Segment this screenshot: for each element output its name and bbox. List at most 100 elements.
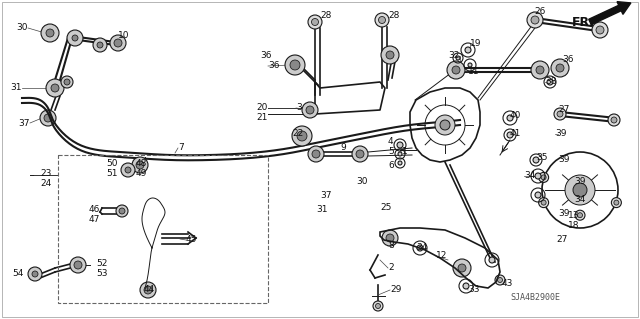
Text: 39: 39 xyxy=(558,210,570,219)
Circle shape xyxy=(97,42,103,48)
Text: 31: 31 xyxy=(10,84,22,93)
Circle shape xyxy=(312,19,319,26)
Text: 37: 37 xyxy=(19,118,30,128)
Circle shape xyxy=(140,282,156,298)
Text: 28: 28 xyxy=(320,11,332,19)
Text: 37: 37 xyxy=(320,191,332,201)
Circle shape xyxy=(308,15,322,29)
Circle shape xyxy=(302,102,318,118)
Circle shape xyxy=(61,76,73,88)
Text: 43: 43 xyxy=(502,279,513,288)
Circle shape xyxy=(375,13,389,27)
Circle shape xyxy=(125,167,131,173)
Circle shape xyxy=(64,79,70,85)
Text: 49: 49 xyxy=(136,168,147,177)
Circle shape xyxy=(533,157,539,163)
Circle shape xyxy=(539,172,548,182)
Circle shape xyxy=(577,213,582,218)
Text: 45: 45 xyxy=(186,235,197,244)
Text: 33: 33 xyxy=(468,286,479,294)
Circle shape xyxy=(116,205,128,217)
Circle shape xyxy=(554,108,566,120)
Text: 19: 19 xyxy=(470,39,481,48)
Circle shape xyxy=(465,47,471,53)
Text: 54: 54 xyxy=(13,270,24,278)
Circle shape xyxy=(378,17,385,24)
Circle shape xyxy=(495,275,505,285)
Circle shape xyxy=(312,150,320,158)
Circle shape xyxy=(119,208,125,214)
Text: 28: 28 xyxy=(388,11,399,19)
Text: 29: 29 xyxy=(390,286,401,294)
Circle shape xyxy=(541,200,546,205)
Text: 3: 3 xyxy=(296,103,301,113)
Circle shape xyxy=(614,200,619,205)
Circle shape xyxy=(306,106,314,114)
Circle shape xyxy=(32,271,38,277)
Circle shape xyxy=(398,161,402,165)
Circle shape xyxy=(132,157,148,173)
Text: 36: 36 xyxy=(562,56,573,64)
Circle shape xyxy=(121,163,135,177)
Circle shape xyxy=(547,79,553,85)
Text: 27: 27 xyxy=(558,106,570,115)
Circle shape xyxy=(611,117,617,123)
Circle shape xyxy=(40,110,56,126)
Circle shape xyxy=(507,132,513,138)
Circle shape xyxy=(386,51,394,59)
Circle shape xyxy=(458,264,466,272)
Text: 31: 31 xyxy=(316,205,328,214)
Circle shape xyxy=(41,24,59,42)
Circle shape xyxy=(551,59,569,77)
Circle shape xyxy=(93,38,107,52)
Text: FR.: FR. xyxy=(572,16,595,28)
Text: SJA4B2900E: SJA4B2900E xyxy=(510,293,560,301)
Circle shape xyxy=(398,152,402,156)
Circle shape xyxy=(382,230,398,246)
Circle shape xyxy=(440,120,450,130)
Circle shape xyxy=(447,61,465,79)
Circle shape xyxy=(592,22,608,38)
Text: 39: 39 xyxy=(558,155,570,165)
Circle shape xyxy=(397,142,403,148)
Text: 23: 23 xyxy=(40,169,52,179)
Circle shape xyxy=(535,173,541,179)
Text: 34: 34 xyxy=(574,196,586,204)
Circle shape xyxy=(489,257,495,263)
Text: 39: 39 xyxy=(555,130,566,138)
Text: 10: 10 xyxy=(118,31,129,40)
Circle shape xyxy=(456,56,460,60)
Circle shape xyxy=(527,12,543,28)
Text: 36: 36 xyxy=(268,62,280,70)
Circle shape xyxy=(556,64,564,72)
Circle shape xyxy=(144,286,152,294)
Circle shape xyxy=(435,115,455,135)
FancyArrow shape xyxy=(589,2,631,25)
Text: 38: 38 xyxy=(545,78,557,86)
Text: 13: 13 xyxy=(568,211,579,220)
Circle shape xyxy=(507,115,513,121)
Circle shape xyxy=(453,259,471,277)
Circle shape xyxy=(417,245,423,251)
Circle shape xyxy=(290,60,300,70)
Circle shape xyxy=(452,66,460,74)
Circle shape xyxy=(468,63,472,67)
Circle shape xyxy=(110,35,126,51)
Text: 48: 48 xyxy=(136,159,147,167)
Circle shape xyxy=(44,114,52,122)
Circle shape xyxy=(308,146,324,162)
Text: 51: 51 xyxy=(106,168,118,177)
Circle shape xyxy=(376,303,381,308)
Text: 41: 41 xyxy=(510,130,522,138)
Circle shape xyxy=(136,161,144,169)
Circle shape xyxy=(51,84,59,92)
Text: 8: 8 xyxy=(388,241,394,250)
Circle shape xyxy=(531,16,539,24)
Text: 7: 7 xyxy=(178,144,184,152)
Text: 30: 30 xyxy=(17,24,28,33)
Text: 1: 1 xyxy=(402,147,408,157)
Circle shape xyxy=(70,257,86,273)
Circle shape xyxy=(381,46,399,64)
Circle shape xyxy=(535,192,541,198)
Text: 39: 39 xyxy=(574,177,586,187)
